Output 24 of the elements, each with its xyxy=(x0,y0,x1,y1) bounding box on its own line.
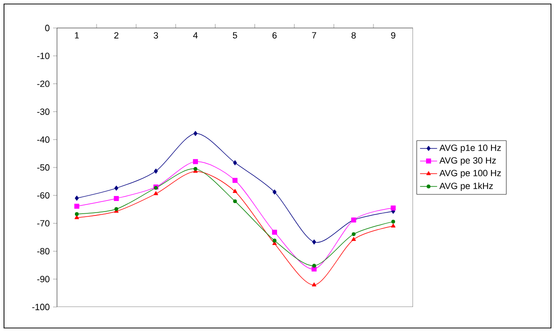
y-tick-label: -10 xyxy=(37,52,50,60)
y-tick-label: -90 xyxy=(37,276,50,282)
x-tick-label: 9 xyxy=(391,32,396,39)
legend-label: AVG p1e 10 Hz xyxy=(439,144,501,153)
y-tick-label: -40 xyxy=(37,136,50,143)
legend-label: AVG pe 100 Hz xyxy=(439,170,501,178)
y-tick-label: -70 xyxy=(37,220,50,226)
legend-label: AVG pe 30 Hz xyxy=(439,157,496,166)
y-tick-label: -80 xyxy=(37,248,50,254)
x-tick-label: 1 xyxy=(74,32,79,38)
x-tick-label: 2 xyxy=(114,32,118,38)
x-tick-label: 7 xyxy=(312,32,316,38)
x-tick-label: 3 xyxy=(154,32,158,39)
x-tick-label: 6 xyxy=(272,32,277,39)
y-tick-label: -50 xyxy=(37,164,50,171)
y-tick-label: -30 xyxy=(37,108,50,115)
y-tick-label: -60 xyxy=(37,192,50,199)
x-tick-label: 4 xyxy=(193,32,198,38)
x-tick-label: 5 xyxy=(232,32,238,38)
y-tick-label: 0 xyxy=(45,24,50,32)
legend-label: AVG pe 1kHz xyxy=(439,182,493,191)
x-tick-label: 8 xyxy=(352,32,356,39)
y-tick-label: -20 xyxy=(37,80,50,87)
y-tick-label: -100 xyxy=(32,304,50,310)
